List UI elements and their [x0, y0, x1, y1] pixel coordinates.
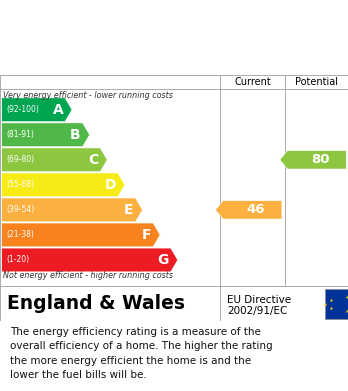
Text: Very energy efficient - lower running costs: Very energy efficient - lower running co…: [3, 91, 173, 100]
Text: EU Directive: EU Directive: [227, 295, 291, 305]
Text: D: D: [105, 178, 116, 192]
Text: (81-91): (81-91): [6, 130, 34, 139]
Text: England & Wales: England & Wales: [7, 294, 185, 313]
Polygon shape: [2, 198, 142, 222]
Text: 46: 46: [247, 203, 265, 216]
Text: (39-54): (39-54): [6, 205, 34, 214]
Polygon shape: [2, 223, 160, 247]
Text: (21-38): (21-38): [6, 230, 34, 239]
Text: (55-68): (55-68): [6, 180, 34, 189]
Text: 2002/91/EC: 2002/91/EC: [227, 306, 287, 316]
Polygon shape: [2, 248, 178, 272]
Text: C: C: [88, 153, 98, 167]
Text: B: B: [70, 128, 81, 142]
Polygon shape: [2, 123, 89, 147]
Text: G: G: [158, 253, 169, 267]
Text: Not energy efficient - higher running costs: Not energy efficient - higher running co…: [3, 271, 174, 280]
Text: (92-100): (92-100): [6, 105, 39, 114]
Text: Current: Current: [234, 77, 271, 87]
Text: The energy efficiency rating is a measure of the
overall efficiency of a home. T: The energy efficiency rating is a measur…: [10, 327, 273, 380]
Text: F: F: [142, 228, 151, 242]
Polygon shape: [215, 201, 282, 219]
Text: A: A: [53, 103, 63, 117]
Polygon shape: [2, 98, 72, 122]
Text: E: E: [124, 203, 134, 217]
Text: (69-80): (69-80): [6, 155, 34, 164]
Polygon shape: [280, 151, 346, 169]
Polygon shape: [2, 148, 107, 172]
Text: Potential: Potential: [295, 77, 338, 87]
Text: 80: 80: [311, 153, 330, 166]
Polygon shape: [2, 173, 125, 197]
Text: Energy Efficiency Rating: Energy Efficiency Rating: [10, 52, 232, 66]
Bar: [325, 289, 348, 319]
Text: (1-20): (1-20): [6, 255, 29, 264]
